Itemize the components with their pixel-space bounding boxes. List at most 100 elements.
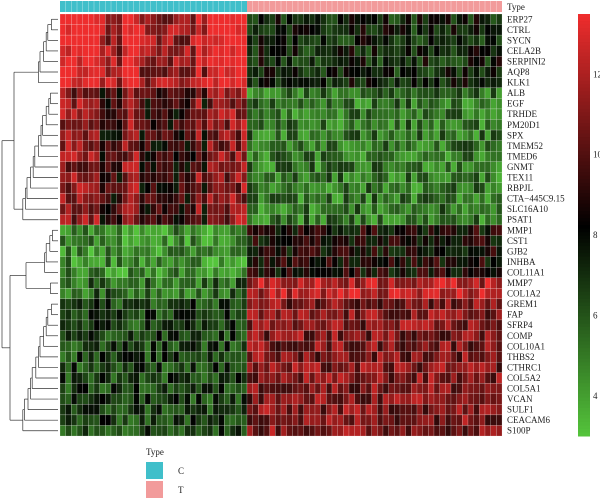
heatmap-cell — [309, 214, 316, 226]
heatmap-cell — [144, 161, 151, 173]
heatmap-cell — [133, 298, 140, 310]
heatmap-cell — [382, 340, 389, 352]
heatmap-cell — [496, 140, 503, 152]
heatmap-cell — [292, 45, 299, 57]
heatmap-cell — [167, 277, 174, 289]
heatmap-cell — [76, 372, 83, 384]
heatmap-cell — [144, 256, 151, 268]
heatmap-cell — [161, 309, 168, 321]
heatmap-cell — [116, 393, 123, 405]
heatmap-cell — [467, 203, 474, 215]
heatmap-cell — [326, 224, 333, 236]
heatmap-cell — [122, 340, 129, 352]
heatmap-cell — [331, 393, 338, 405]
heatmap-cell — [490, 393, 497, 405]
heatmap-cell — [411, 224, 418, 236]
heatmap-cell — [144, 245, 151, 257]
heatmap-cell — [235, 161, 242, 173]
heatmap-cell — [496, 372, 503, 384]
heatmap-cell — [71, 172, 78, 183]
heatmap-cell — [496, 34, 503, 46]
heatmap-cell — [309, 393, 316, 405]
heatmap-cell — [428, 330, 435, 342]
heatmap-cell — [314, 193, 321, 205]
heatmap-cell — [269, 361, 276, 373]
heatmap-cell — [496, 245, 503, 257]
heatmap-cell — [252, 13, 259, 25]
heatmap-cell — [82, 414, 89, 426]
heatmap-cell — [71, 309, 78, 321]
heatmap-cell — [229, 383, 236, 394]
heatmap-cell — [252, 288, 259, 300]
heatmap-cell — [371, 383, 378, 394]
heatmap-cell — [252, 77, 259, 89]
heatmap-cell — [280, 129, 287, 141]
heatmap-cell — [377, 224, 384, 236]
heatmap-cell — [343, 140, 350, 152]
heatmap-cell — [82, 150, 89, 162]
heatmap-cell — [127, 45, 134, 57]
heatmap-cell — [445, 214, 452, 226]
heatmap-cell — [433, 45, 440, 57]
heatmap-cell — [416, 393, 423, 405]
heatmap-cell — [201, 256, 208, 268]
heatmap-cell — [178, 404, 185, 416]
heatmap-cell — [167, 383, 174, 394]
heatmap-cell — [348, 414, 355, 426]
heatmap-cell — [394, 383, 401, 394]
heatmap-cell — [252, 214, 259, 226]
heatmap-cell — [496, 414, 503, 426]
heatmap-cell — [433, 224, 440, 236]
heatmap-cell — [122, 161, 129, 173]
heatmap-cell — [348, 66, 355, 78]
heatmap-cell — [218, 224, 225, 236]
heatmap-cell — [337, 24, 344, 36]
heatmap-cell — [354, 267, 361, 278]
heatmap-cell — [314, 203, 321, 215]
heatmap-cell — [252, 425, 259, 437]
heatmap-cell — [416, 182, 423, 194]
heatmap-cell — [173, 361, 180, 373]
heatmap-cell — [303, 267, 310, 278]
heatmap-cell — [99, 309, 106, 321]
heatmap-cell — [337, 182, 344, 194]
heatmap-cell — [456, 66, 463, 78]
heatmap-cell — [377, 150, 384, 162]
heatmap-cell — [195, 298, 202, 310]
heatmap-cell — [252, 256, 259, 268]
heatmap-cell — [161, 24, 168, 36]
heatmap-cell — [246, 277, 253, 289]
heatmap-cell — [93, 129, 100, 141]
heatmap-cell — [65, 235, 72, 247]
heatmap-cell — [320, 77, 327, 89]
heatmap-cell — [201, 414, 208, 426]
heatmap-cell — [93, 193, 100, 205]
heatmap-cell — [292, 203, 299, 215]
heatmap-cell — [439, 203, 446, 215]
heatmap-cell — [337, 235, 344, 247]
heatmap-cell — [428, 277, 435, 289]
heatmap-cell — [82, 108, 89, 120]
heatmap-cell — [190, 203, 197, 215]
heatmap-cell — [127, 330, 134, 342]
heatmap-cell — [320, 119, 327, 131]
heatmap-cell — [331, 372, 338, 384]
heatmap-cell — [360, 372, 367, 384]
heatmap-cell — [456, 425, 463, 437]
heatmap-cell — [473, 119, 480, 131]
heatmap-cell — [411, 298, 418, 310]
heatmap-cell — [388, 87, 395, 99]
row-labels: ERP27CTRLSYCNCELA2BSERPINI2AQP8KLK1ALBEG… — [507, 14, 565, 435]
heatmap-cell — [496, 108, 503, 120]
heatmap-cell — [280, 193, 287, 205]
heatmap-cell — [314, 45, 321, 57]
heatmap-cell — [246, 140, 253, 152]
row-label: PM20D1 — [507, 120, 540, 130]
heatmap-cells — [59, 13, 503, 437]
heatmap-cell — [76, 77, 83, 89]
heatmap-cell — [201, 108, 208, 120]
heatmap-cell — [303, 140, 310, 152]
heatmap-cell — [496, 45, 503, 57]
heatmap-cell — [235, 77, 242, 89]
heatmap-cell — [326, 372, 333, 384]
